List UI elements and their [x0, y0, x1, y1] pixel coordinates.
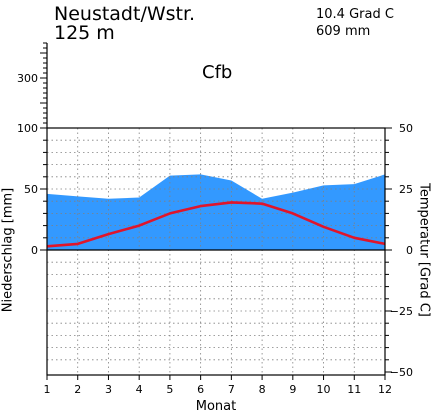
upper-precip-tick-label: 100	[17, 122, 38, 135]
temp-tick-label: 25	[399, 183, 413, 196]
x-tick-label: 11	[347, 383, 361, 396]
station-elevation: 125 m	[54, 22, 115, 44]
grid	[47, 128, 385, 375]
x-tick-label: 12	[378, 383, 392, 396]
temp-tick-label: 0	[406, 244, 413, 257]
x-tick-label: 3	[105, 383, 112, 396]
temp-axis-label: Temperatur [Grad C]	[417, 182, 432, 317]
upper-precip-axis	[40, 42, 48, 129]
temp-tick-label: 50	[399, 122, 413, 135]
precipitation-fill	[47, 174, 385, 250]
precip-tick-label: 0	[31, 244, 38, 257]
precip-tick-label: 50	[24, 183, 38, 196]
temp-tick-label: −25	[390, 305, 413, 318]
x-tick-label: 5	[166, 383, 173, 396]
x-tick-label: 10	[317, 383, 331, 396]
x-tick-label: 6	[197, 383, 204, 396]
upper-precip-tick-label: 300	[17, 72, 38, 85]
x-tick-label: 8	[259, 383, 266, 396]
temperature-polyline	[46, 201, 386, 248]
x-tick-label: 2	[74, 383, 81, 396]
temperature-line	[46, 201, 386, 248]
climate-class: Cfb	[202, 62, 233, 83]
x-tick-label: 1	[44, 383, 51, 396]
x-tick-label: 7	[228, 383, 235, 396]
station-name: Neustadt/Wstr.	[54, 3, 196, 25]
plot-frame	[46, 127, 386, 376]
precipitation-area	[47, 174, 385, 250]
annual-precipitation: 609 mm	[316, 24, 371, 39]
month-axis-label: Monat	[196, 399, 236, 414]
mean-temperature: 10.4 Grad C	[316, 7, 394, 22]
temp-tick-label: −50	[390, 366, 413, 379]
precip-axis-label: Niederschlag [mm]	[1, 188, 16, 313]
x-tick-label: 9	[289, 383, 296, 396]
x-tick-label: 4	[136, 383, 143, 396]
